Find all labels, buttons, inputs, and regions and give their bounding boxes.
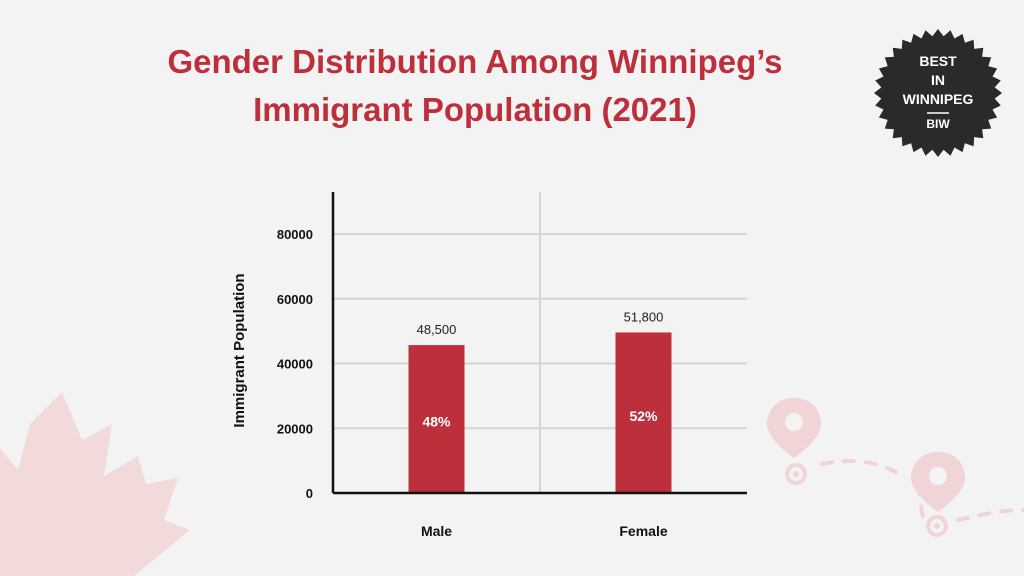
bar-male (408, 345, 465, 493)
y-tick-label: 20000 (277, 421, 313, 436)
y-tick-label: 80000 (277, 227, 313, 242)
bar-female (615, 332, 672, 493)
x-tick-label: Female (619, 523, 667, 539)
badge-abbr: BIW (926, 117, 950, 131)
badge-line-3: WINNIPEG (903, 91, 974, 107)
page-title-line-1: Gender Distribution Among Winnipeg’s (167, 43, 783, 80)
badge-line-2: IN (931, 72, 945, 88)
y-axis-title: Immigrant Population (231, 273, 248, 427)
map-point-icon (785, 463, 807, 485)
bar-value-label: 51,800 (624, 309, 664, 324)
badge-line-1: BEST (919, 53, 957, 69)
route-dashes (820, 458, 1024, 522)
maple-leaf-icon (0, 392, 190, 576)
x-tick-label: Male (421, 523, 452, 539)
map-pin-icon (767, 398, 821, 458)
bar-percent-label: 48% (422, 413, 451, 429)
y-tick-label: 60000 (277, 292, 313, 307)
bar-percent-label: 52% (629, 408, 658, 424)
map-pin-icon (911, 452, 965, 512)
map-point-icon (926, 515, 948, 537)
page-title: Gender Distribution Among Winnipeg’s Imm… (0, 38, 950, 134)
best-in-winnipeg-badge: BEST IN WINNIPEG BIW (874, 29, 1002, 157)
y-tick-label: 0 (306, 486, 313, 501)
bar-value-label: 48,500 (417, 322, 457, 337)
page-title-line-2: Immigrant Population (2021) (253, 91, 697, 128)
y-tick-label: 40000 (277, 357, 313, 372)
seal-shape (874, 29, 1002, 157)
